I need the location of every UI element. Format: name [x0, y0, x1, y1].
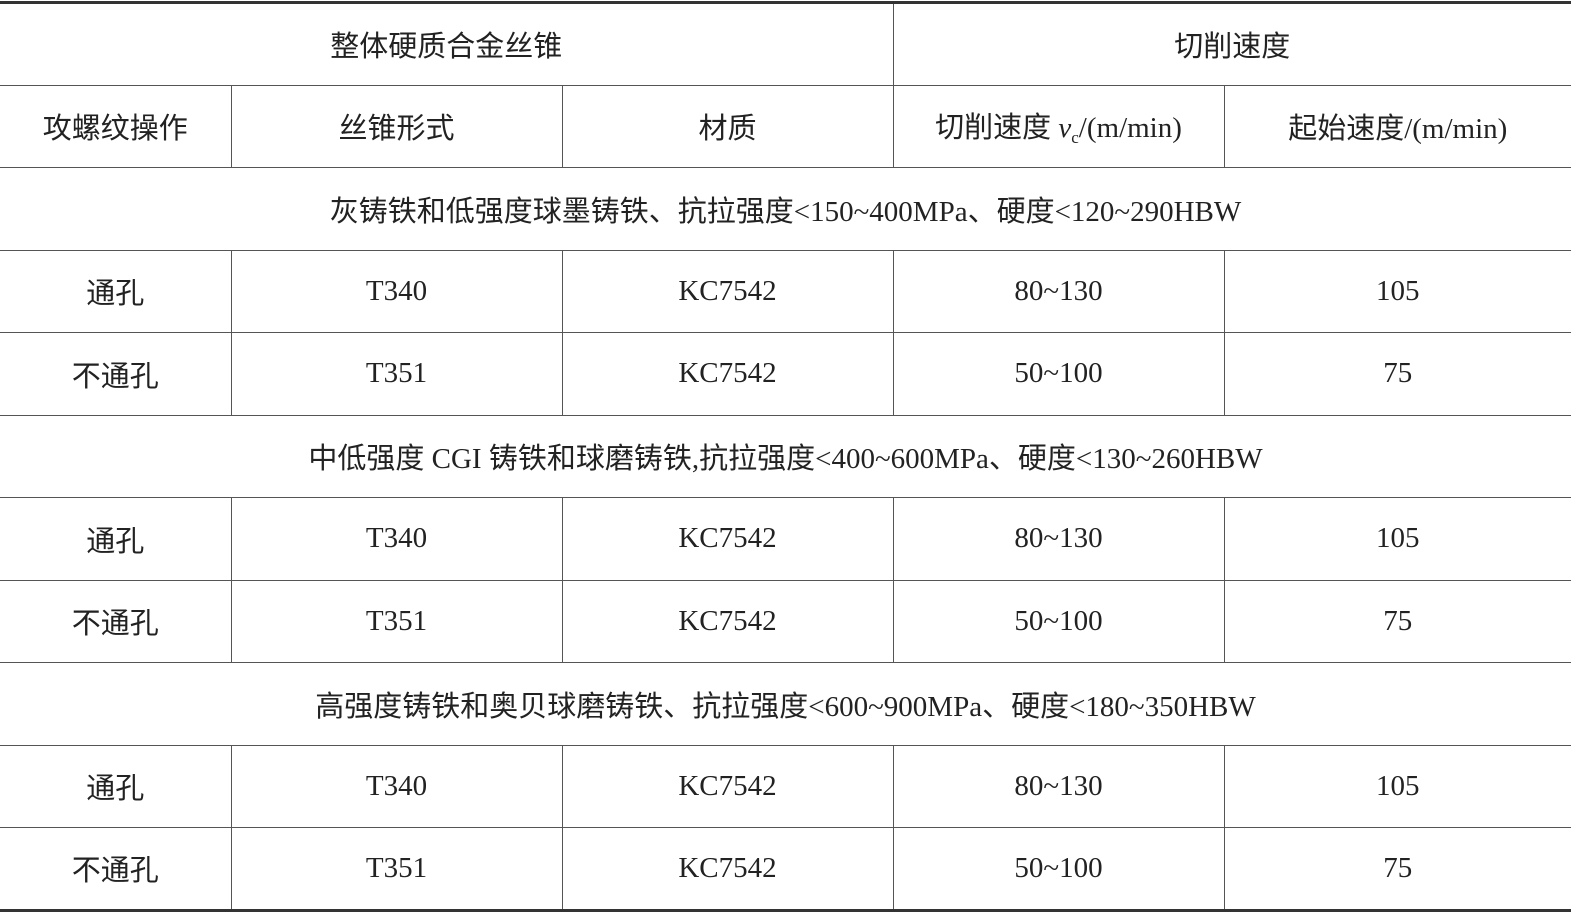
section-title: 灰铸铁和低强度球墨铸铁、抗拉强度<150~400MPa、硬度<120~290HB…	[0, 167, 1571, 251]
header-vc: 切削速度 vc/(m/min)	[892, 84, 1225, 168]
table-row: 通孔 T340 KC7542 80~130 105	[0, 744, 1571, 828]
header-row-group: 整体硬质合金丝锥 切削速度	[0, 2, 1571, 86]
section-title: 高强度铸铁和奥贝球磨铸铁、抗拉强度<600~900MPa、硬度<180~350H…	[0, 662, 1571, 746]
cell-start-speed: 75	[1223, 579, 1571, 663]
cell-operation: 通孔	[0, 249, 232, 333]
section-title-row: 灰铸铁和低强度球墨铸铁、抗拉强度<150~400MPa、硬度<120~290HB…	[0, 167, 1571, 251]
cell-vc: 50~100	[892, 579, 1225, 663]
section-title-row: 高强度铸铁和奥贝球磨铸铁、抗拉强度<600~900MPa、硬度<180~350H…	[0, 662, 1571, 746]
cell-tap-form: T351	[230, 332, 563, 416]
cell-operation: 通孔	[0, 744, 232, 828]
cell-tap-form: T351	[230, 827, 563, 911]
cell-vc: 80~130	[892, 744, 1225, 828]
cell-material: KC7542	[561, 744, 894, 828]
cell-tap-form: T340	[230, 497, 563, 581]
cell-material: KC7542	[561, 827, 894, 911]
cell-tap-form: T340	[230, 249, 563, 333]
header-start-speed: 起始速度/(m/min)	[1223, 84, 1571, 168]
header-material: 材质	[561, 84, 894, 168]
cell-material: KC7542	[561, 497, 894, 581]
cell-start-speed: 105	[1223, 497, 1571, 581]
header-vc-subscript: c	[1071, 128, 1079, 148]
cell-tap-form: T340	[230, 744, 563, 828]
cell-operation: 不通孔	[0, 332, 232, 416]
cell-material: KC7542	[561, 332, 894, 416]
cell-operation: 不通孔	[0, 579, 232, 663]
table-row: 通孔 T340 KC7542 80~130 105	[0, 497, 1571, 581]
cell-vc: 80~130	[892, 249, 1225, 333]
cell-operation: 通孔	[0, 497, 232, 581]
section-title-row: 中低强度 CGI 铸铁和球磨铸铁,抗拉强度<400~600MPa、硬度<130~…	[0, 414, 1571, 498]
header-tap-form: 丝锥形式	[230, 84, 563, 168]
cell-operation: 不通孔	[0, 827, 232, 911]
section-title: 中低强度 CGI 铸铁和球磨铸铁,抗拉强度<400~600MPa、硬度<130~…	[0, 414, 1571, 498]
cell-start-speed: 75	[1223, 827, 1571, 911]
cell-start-speed: 105	[1223, 249, 1571, 333]
header-vc-label: 切削速度	[935, 112, 1059, 145]
header-row-columns: 攻螺纹操作 丝锥形式 材质 切削速度 vc/(m/min) 起始速度/(m/mi…	[0, 84, 1571, 168]
cell-vc: 50~100	[892, 827, 1225, 911]
header-cutting-speed: 切削速度	[892, 2, 1571, 86]
header-vc-unit: /(m/min)	[1078, 112, 1182, 145]
cell-vc: 80~130	[892, 497, 1225, 581]
cell-material: KC7542	[561, 249, 894, 333]
header-vc-symbol: v	[1058, 112, 1072, 145]
header-operation: 攻螺纹操作	[0, 84, 232, 168]
cell-material: KC7542	[561, 579, 894, 663]
table-row: 不通孔 T351 KC7542 50~100 75	[0, 827, 1571, 911]
table-row: 不通孔 T351 KC7542 50~100 75	[0, 579, 1571, 663]
table-row: 不通孔 T351 KC7542 50~100 75	[0, 332, 1571, 416]
cell-vc: 50~100	[892, 332, 1225, 416]
cell-start-speed: 75	[1223, 332, 1571, 416]
cell-tap-form: T351	[230, 579, 563, 663]
cell-start-speed: 105	[1223, 744, 1571, 828]
table-row: 通孔 T340 KC7542 80~130 105	[0, 249, 1571, 333]
header-solid-carbide-tap: 整体硬质合金丝锥	[0, 2, 894, 86]
